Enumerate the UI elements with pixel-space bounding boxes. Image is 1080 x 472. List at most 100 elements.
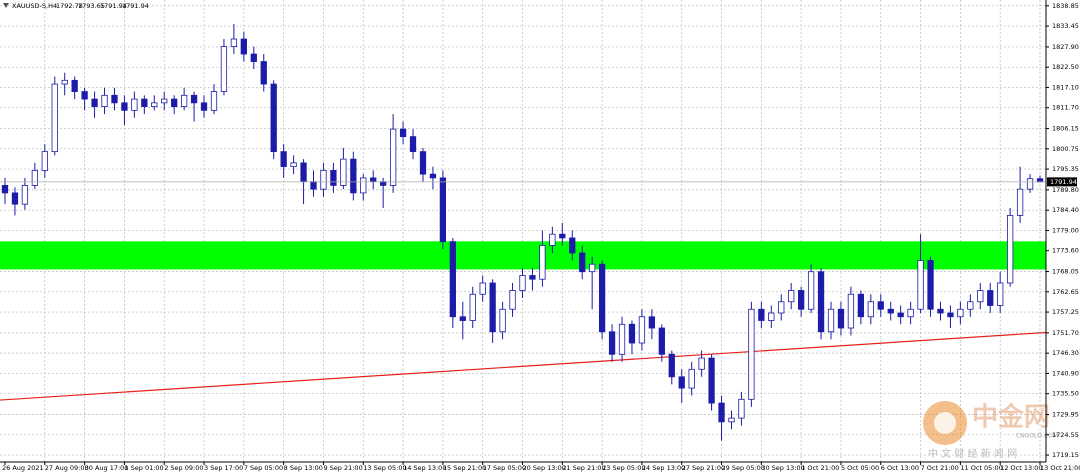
candle-body — [399, 128, 407, 138]
candle-body — [559, 233, 566, 239]
x-tick-label: 8 Sep 13:00 — [284, 464, 323, 472]
y-tick-label: 1806.15 — [1052, 125, 1079, 133]
candle-body — [1016, 188, 1024, 216]
candle-body — [857, 293, 865, 318]
candle-body — [230, 38, 238, 47]
price-tag-label: 1791.94 — [1050, 178, 1077, 186]
x-tick-label: 29 Sep 05:00 — [722, 464, 765, 472]
x-tick-label: 3 Sep 17:00 — [204, 464, 243, 472]
y-tick-label: 1746.30 — [1052, 349, 1079, 357]
candle-body — [21, 185, 29, 205]
candle-body — [549, 233, 556, 246]
y-tick-label: 1740.90 — [1052, 369, 1079, 377]
candle-body — [111, 94, 118, 104]
candle-body — [91, 98, 98, 107]
candle-body — [708, 357, 715, 404]
y-tick-label: 1729.95 — [1052, 411, 1079, 419]
x-tick-label: 2 Sep 09:00 — [164, 464, 203, 472]
candle-body — [439, 177, 447, 243]
watermark-site: CNGOLD.COM — [1016, 433, 1058, 440]
x-tick-label: 11 Oct 05:00 — [960, 464, 1002, 472]
candle-body — [589, 263, 596, 273]
candle-body — [210, 91, 218, 111]
candle-body — [768, 312, 775, 321]
candle-body — [807, 271, 815, 310]
candle-body — [628, 323, 636, 344]
candle-body — [51, 83, 58, 153]
candle-body — [509, 290, 516, 310]
candle-body — [877, 301, 884, 310]
candle-body — [539, 245, 546, 280]
x-tick-label: 1 Oct 21:00 — [801, 464, 839, 472]
candle-body — [121, 102, 128, 111]
candle-body — [957, 308, 964, 318]
x-tick-label: 21 Sep 21:00 — [562, 464, 605, 472]
candle-body — [897, 312, 904, 318]
candle-body — [71, 79, 78, 92]
candle-body — [240, 38, 247, 55]
x-tick-label: 17 Sep 05:00 — [483, 464, 526, 472]
candle-body — [131, 98, 138, 111]
candle-body — [350, 158, 357, 194]
candle-body — [151, 102, 158, 107]
x-tick-label: 26 Aug 2021 — [2, 464, 44, 472]
y-tick-label: 1735.50 — [1052, 390, 1079, 398]
candle-body — [61, 79, 68, 85]
header-low: 1791.94 — [100, 2, 127, 10]
candle-body — [638, 316, 646, 344]
candle-body — [867, 301, 874, 318]
candle-body — [1007, 215, 1014, 284]
candle-body — [927, 260, 934, 310]
candle-body — [320, 169, 327, 190]
x-tick-label: 27 Sep 21:00 — [682, 464, 725, 472]
candle-body — [310, 181, 317, 190]
y-tick-label: 1779.00 — [1052, 226, 1079, 234]
overlay: XAUUSD-S,H4 1792.78 1793.65 1791.94 1791… — [3, 2, 1058, 460]
candle-body — [987, 290, 994, 306]
y-tick-label: 1751.70 — [1052, 329, 1079, 337]
candle-body — [1026, 178, 1034, 190]
candle-body — [997, 282, 1004, 306]
candle-body — [429, 173, 437, 179]
candle-body — [469, 293, 476, 321]
candle-body — [300, 162, 307, 183]
candle-body — [798, 290, 805, 310]
candle-body — [419, 151, 427, 175]
candle-body — [678, 376, 685, 389]
y-tick-label: 1724.55 — [1052, 431, 1079, 439]
x-tick-label: 20 Sep 13:00 — [523, 464, 566, 472]
x-tick-label: 15 Sep 21:00 — [443, 464, 486, 472]
y-tick-label: 1833.45 — [1052, 22, 1079, 30]
candle-body — [608, 331, 616, 355]
candle-body — [409, 136, 417, 153]
candle-body — [360, 177, 367, 194]
x-tick-label: 14 Sep 13:00 — [403, 464, 446, 472]
candle-body — [748, 308, 755, 400]
candle-body — [101, 94, 108, 107]
candle-body — [648, 316, 656, 329]
y-tick-label: 1719.15 — [1052, 451, 1079, 459]
candle-body — [330, 169, 337, 186]
candle-body — [598, 263, 606, 333]
candle-body — [778, 301, 785, 314]
watermark-logo-inner — [934, 412, 956, 434]
candle-body — [618, 323, 626, 355]
candle-body — [479, 282, 486, 295]
y-tick-label: 1773.60 — [1052, 247, 1079, 255]
candle-body — [907, 308, 914, 318]
candle-body — [340, 158, 347, 186]
candle-body — [200, 102, 208, 111]
candle-body — [250, 53, 257, 62]
candle-body — [569, 237, 576, 254]
candle-body — [41, 151, 48, 171]
candle-body — [967, 301, 974, 310]
candle-body — [887, 308, 894, 314]
trendline — [0, 331, 1047, 401]
candle-body — [837, 308, 845, 329]
candle-body — [688, 368, 695, 389]
candle-body — [81, 91, 88, 100]
chart-title: XAUUSD-S,H4 — [12, 2, 57, 10]
watermark-brand: 中金网 — [972, 402, 1050, 433]
candle-body — [11, 192, 19, 205]
candle-body — [937, 308, 944, 314]
